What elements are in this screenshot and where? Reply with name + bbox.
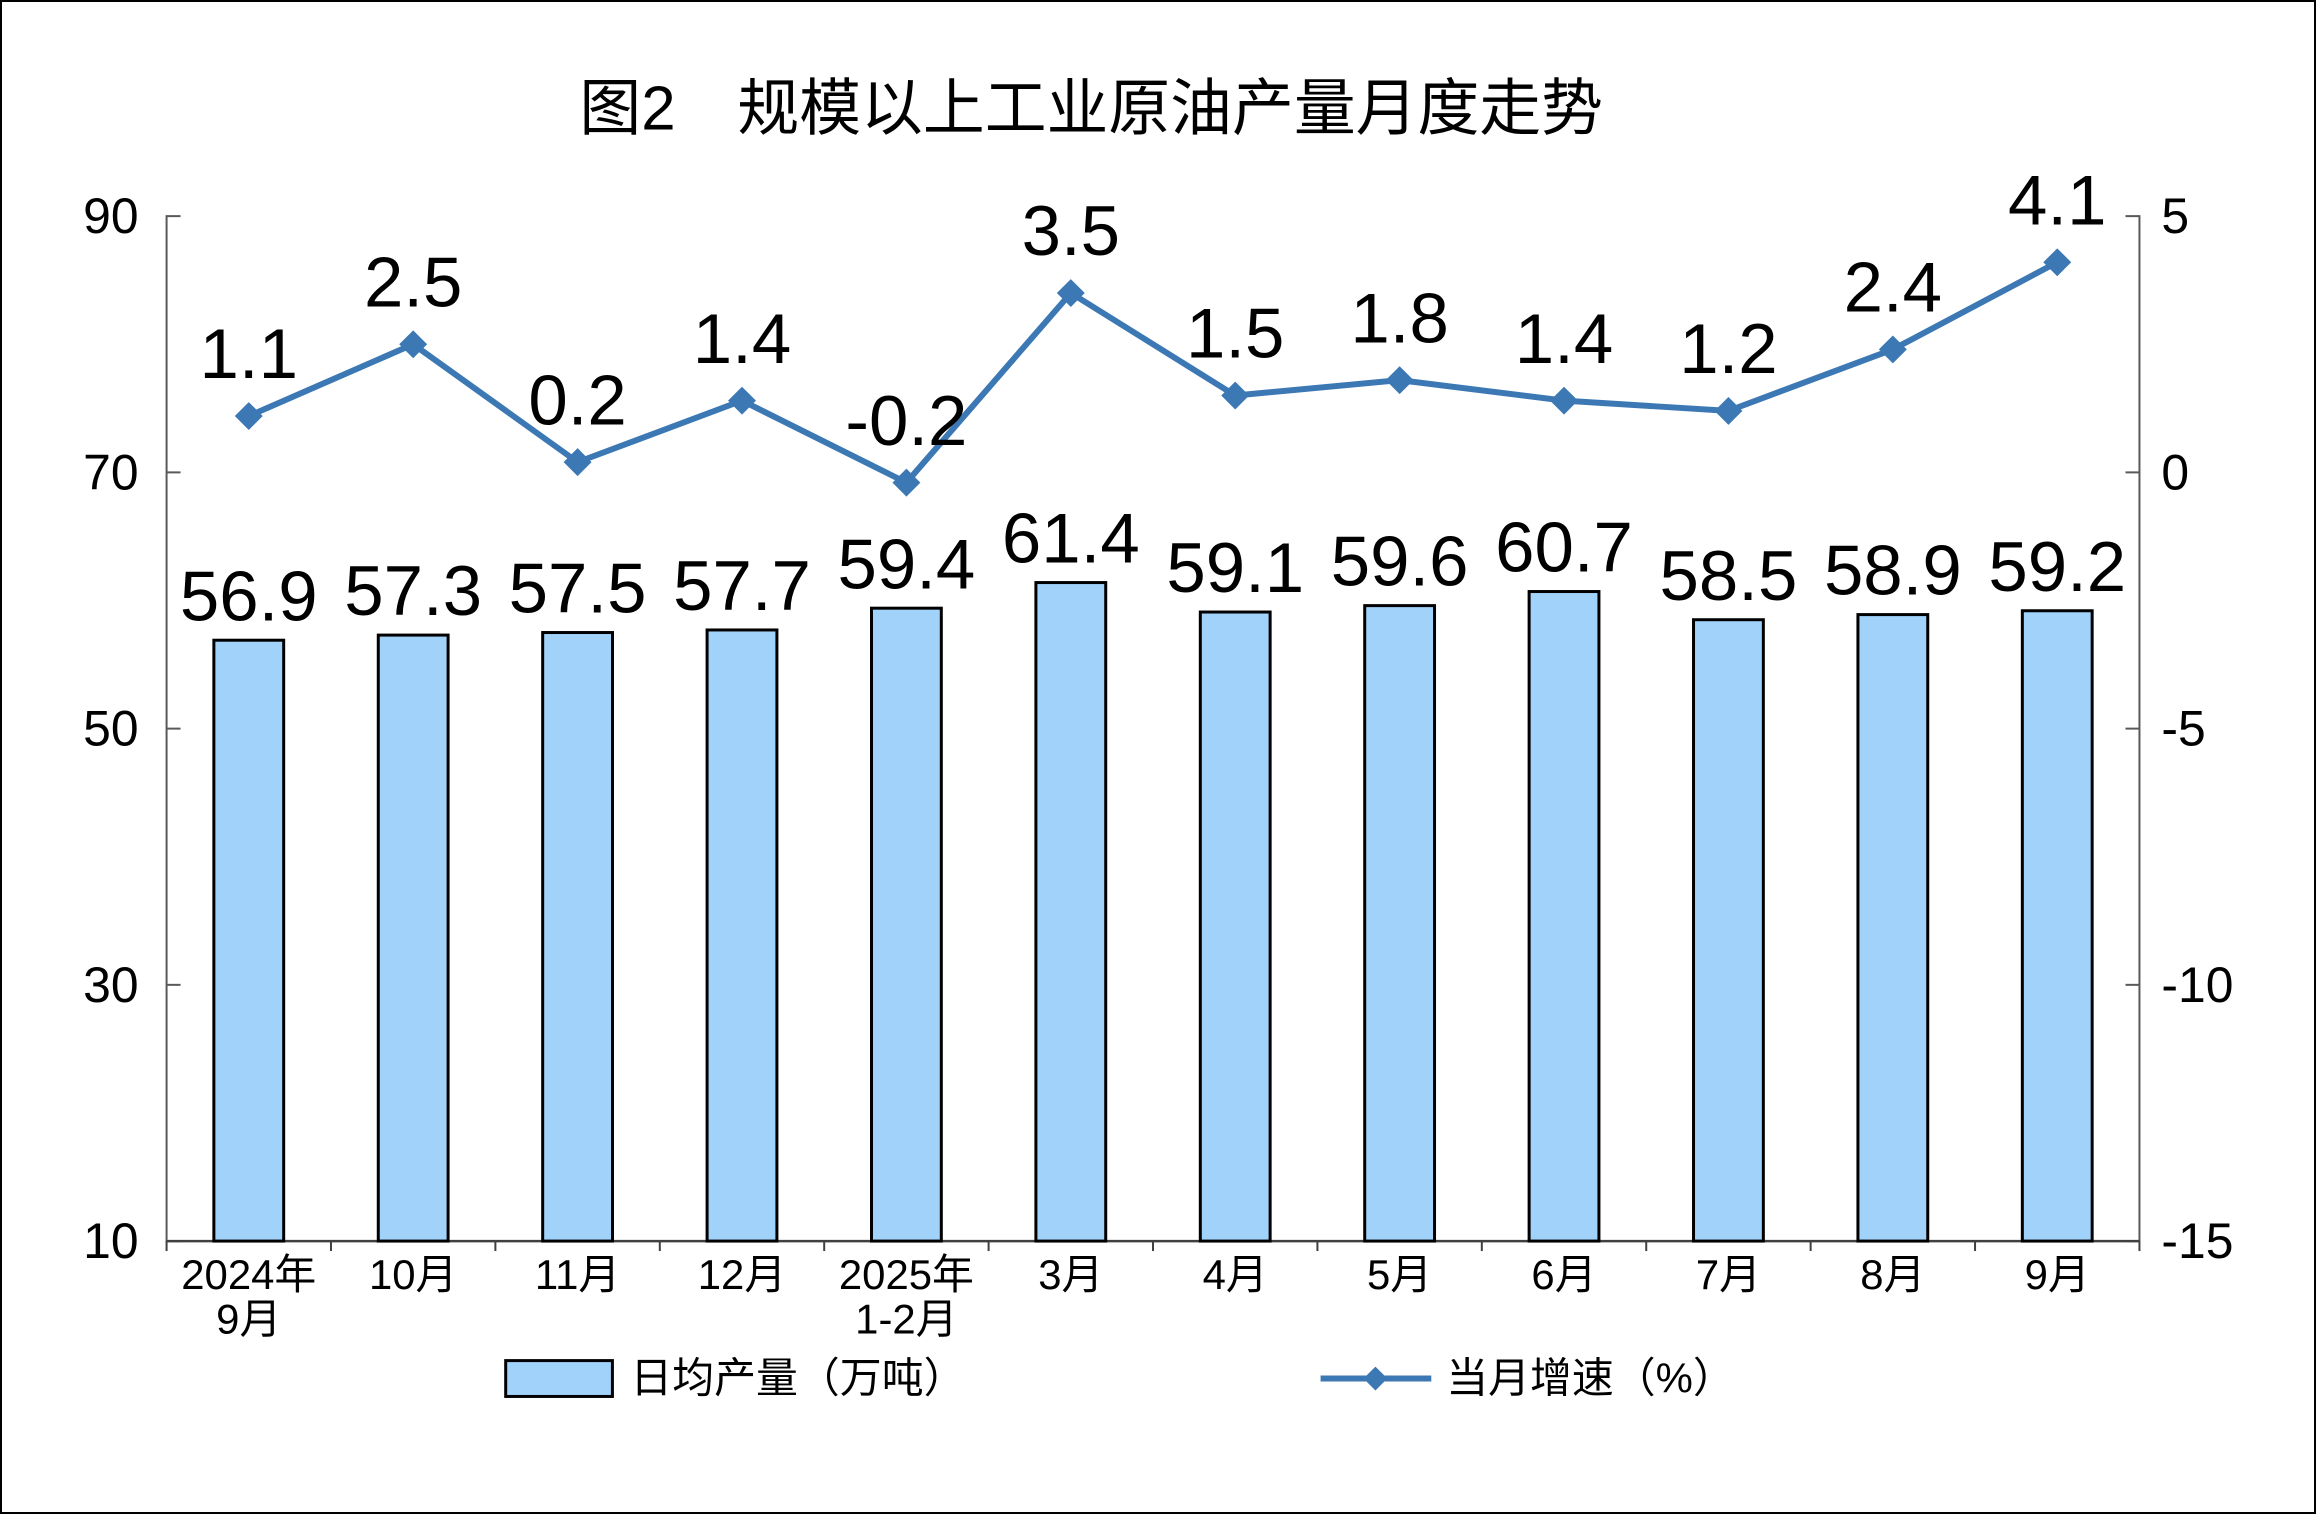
svg-text:8月: 8月 [1860,1251,1925,1298]
svg-text:7月: 7月 [1696,1251,1761,1298]
svg-text:1.1: 1.1 [200,314,298,393]
svg-text:57.7: 57.7 [673,546,811,625]
svg-text:2024年: 2024年 [181,1251,316,1298]
svg-text:9月: 9月 [216,1296,281,1343]
svg-text:57.5: 57.5 [509,549,647,628]
svg-text:3月: 3月 [1038,1251,1103,1298]
svg-text:30: 30 [83,957,138,1013]
svg-text:4.1: 4.1 [2008,160,2106,239]
svg-text:日均产量（万吨）: 日均产量（万吨） [630,1355,965,1402]
svg-text:2.4: 2.4 [1844,248,1942,327]
svg-text:10: 10 [83,1213,138,1269]
svg-text:5月: 5月 [1367,1251,1432,1298]
svg-text:1.4: 1.4 [1515,299,1613,378]
svg-text:1-2月: 1-2月 [855,1296,957,1343]
svg-text:0.2: 0.2 [528,360,626,439]
svg-text:59.1: 59.1 [1166,528,1304,607]
svg-text:-0.2: -0.2 [845,381,967,460]
svg-text:10月: 10月 [369,1251,457,1298]
svg-text:11月: 11月 [535,1251,620,1298]
svg-text:4月: 4月 [1203,1251,1268,1298]
svg-text:1.4: 1.4 [693,299,791,378]
svg-text:-10: -10 [2161,957,2233,1013]
svg-text:图2 规模以上工业原油产量月度走势: 图2 规模以上工业原油产量月度走势 [579,75,1603,144]
svg-text:70: 70 [83,444,138,500]
svg-text:1.8: 1.8 [1350,278,1448,357]
svg-text:58.9: 58.9 [1824,531,1962,610]
svg-text:56.9: 56.9 [180,556,318,635]
svg-text:-5: -5 [2161,701,2205,757]
svg-text:3.5: 3.5 [1022,191,1120,270]
svg-text:60.7: 60.7 [1495,508,1633,587]
svg-text:59.6: 59.6 [1331,522,1469,601]
svg-text:5: 5 [2161,188,2189,244]
svg-text:1.2: 1.2 [1679,309,1777,388]
svg-text:当月增速（%）: 当月增速（%） [1446,1355,1735,1402]
svg-text:-15: -15 [2161,1213,2233,1269]
svg-text:50: 50 [83,701,138,757]
svg-text:2025年: 2025年 [839,1251,974,1298]
svg-text:58.5: 58.5 [1660,536,1798,615]
svg-text:9月: 9月 [2025,1251,2090,1298]
svg-text:57.3: 57.3 [344,551,482,630]
svg-text:6月: 6月 [1531,1251,1596,1298]
svg-text:1.5: 1.5 [1186,294,1284,373]
svg-text:90: 90 [83,188,138,244]
svg-text:12月: 12月 [698,1251,786,1298]
svg-text:61.4: 61.4 [1002,499,1140,578]
svg-text:2.5: 2.5 [364,242,462,321]
svg-text:59.4: 59.4 [838,524,976,603]
svg-text:59.2: 59.2 [1988,527,2126,606]
svg-text:0: 0 [2161,444,2189,500]
